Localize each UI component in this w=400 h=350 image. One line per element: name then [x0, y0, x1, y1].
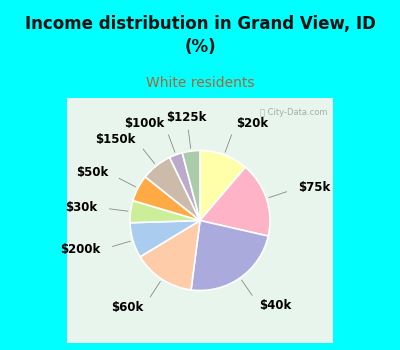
Wedge shape: [133, 177, 200, 220]
Text: $200k: $200k: [60, 244, 101, 257]
Wedge shape: [182, 150, 200, 220]
Wedge shape: [130, 220, 200, 257]
Text: ⒲ City-Data.com: ⒲ City-Data.com: [260, 108, 328, 117]
Text: $150k: $150k: [95, 133, 136, 146]
Wedge shape: [200, 150, 245, 220]
Text: $20k: $20k: [236, 117, 268, 130]
Text: $60k: $60k: [111, 301, 144, 314]
Wedge shape: [140, 220, 200, 290]
Text: Income distribution in Grand View, ID
(%): Income distribution in Grand View, ID (%…: [24, 15, 376, 56]
Wedge shape: [170, 153, 200, 220]
Text: $125k: $125k: [166, 111, 207, 124]
FancyBboxPatch shape: [65, 97, 335, 344]
Wedge shape: [145, 158, 200, 220]
Text: $40k: $40k: [259, 299, 292, 312]
Text: $30k: $30k: [65, 201, 97, 214]
Wedge shape: [191, 220, 268, 290]
Text: $75k: $75k: [298, 181, 330, 194]
Text: $50k: $50k: [76, 166, 108, 179]
Text: $100k: $100k: [124, 117, 164, 130]
Text: White residents: White residents: [146, 76, 254, 90]
Wedge shape: [200, 167, 270, 236]
Wedge shape: [130, 201, 200, 223]
